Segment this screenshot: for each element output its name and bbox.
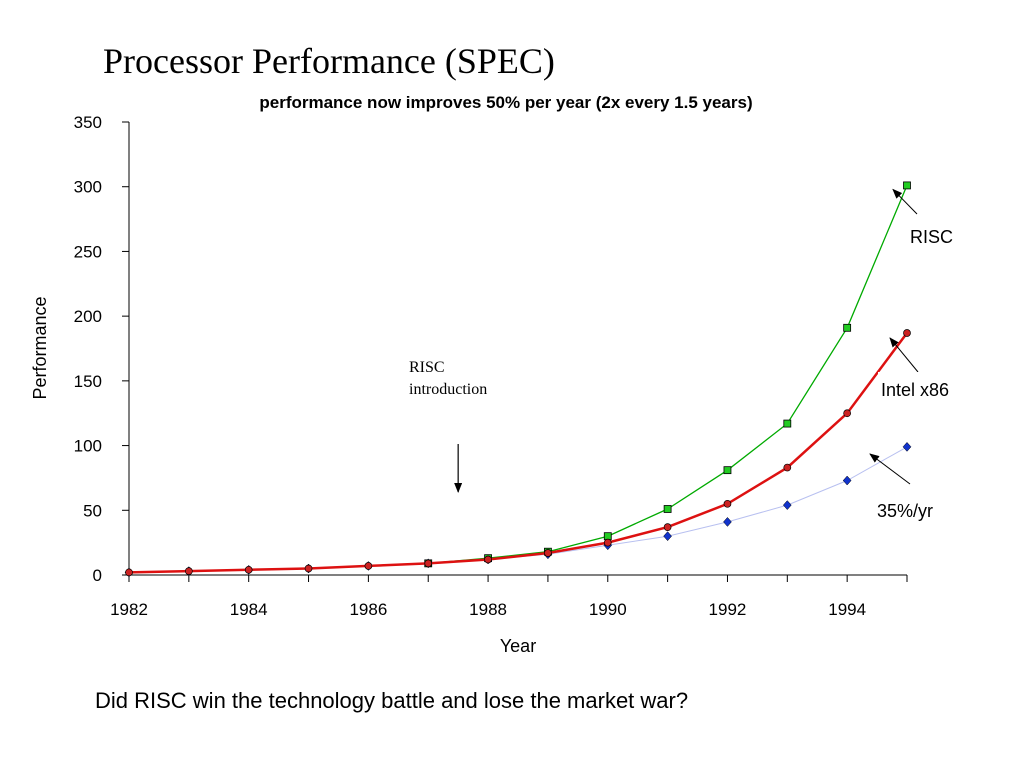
data-point-trend35 xyxy=(663,531,672,542)
data-point-intel xyxy=(125,568,133,577)
data-point-trend35 xyxy=(842,475,852,486)
x-tick-label: 1982 xyxy=(110,600,148,619)
series-line-intel xyxy=(128,332,909,574)
data-point-intel xyxy=(304,564,313,573)
data-point-risc xyxy=(723,466,732,475)
x-tick-label: 1986 xyxy=(349,600,387,619)
risc-introduction-label: RISC xyxy=(409,359,445,376)
risc-arrow xyxy=(892,188,918,215)
y-tick-label: 350 xyxy=(74,113,102,132)
data-point-intel xyxy=(783,463,792,472)
slide-title: Processor Performance (SPEC) xyxy=(103,41,555,81)
data-point-risc xyxy=(663,505,672,513)
data-point-intel xyxy=(424,559,433,568)
x-tick-label: 1992 xyxy=(709,600,747,619)
x-tick-label: 1990 xyxy=(589,600,627,619)
data-point-intel xyxy=(484,555,492,564)
trend-series-label: 35%/yr xyxy=(877,501,933,521)
y-tick-label: 0 xyxy=(93,566,102,585)
series-risc xyxy=(424,181,911,568)
chart-subtitle: performance now improves 50% per year (2… xyxy=(259,93,752,112)
data-point-intel xyxy=(244,565,253,574)
performance-chart: performance now improves 50% per year (2… xyxy=(30,93,956,656)
x-tick-label: 1984 xyxy=(230,600,268,619)
y-tick-label: 300 xyxy=(74,178,102,197)
y-tick-label: 150 xyxy=(74,372,102,391)
y-tick-label: 200 xyxy=(74,307,102,326)
data-point-intel xyxy=(903,329,911,337)
intel-label-background xyxy=(878,372,956,398)
series-intel xyxy=(125,329,911,577)
data-point-risc xyxy=(783,419,792,428)
data-point-risc xyxy=(843,323,852,332)
y-tick-label: 100 xyxy=(74,437,102,456)
intel-arrow xyxy=(889,337,919,373)
slide-question: Did RISC win the technology battle and l… xyxy=(95,688,689,713)
data-point-intel xyxy=(364,562,373,570)
risc-introduction-label: introduction xyxy=(409,381,487,398)
data-point-intel xyxy=(723,499,732,508)
data-point-intel xyxy=(603,538,612,547)
data-point-risc xyxy=(603,532,612,541)
data-point-intel xyxy=(663,523,672,531)
data-point-intel xyxy=(843,409,852,418)
y-axis-title: Performance xyxy=(30,296,50,399)
data-point-intel xyxy=(544,549,552,557)
risc-series-label: RISC xyxy=(910,227,953,247)
x-tick-label: 1994 xyxy=(828,600,866,619)
y-tick-label: 250 xyxy=(74,242,102,261)
trend-arrow xyxy=(869,453,911,485)
y-tick-label: 50 xyxy=(83,501,102,520)
x-tick-label: 1988 xyxy=(469,600,507,619)
data-point-risc xyxy=(903,181,911,190)
data-point-trend35 xyxy=(782,500,792,510)
data-point-trend35 xyxy=(902,441,912,452)
data-point-intel xyxy=(184,567,193,575)
intel-series-label: Intel x86 xyxy=(881,380,949,400)
x-axis-title: Year xyxy=(500,636,536,656)
data-point-trend35 xyxy=(723,517,732,527)
